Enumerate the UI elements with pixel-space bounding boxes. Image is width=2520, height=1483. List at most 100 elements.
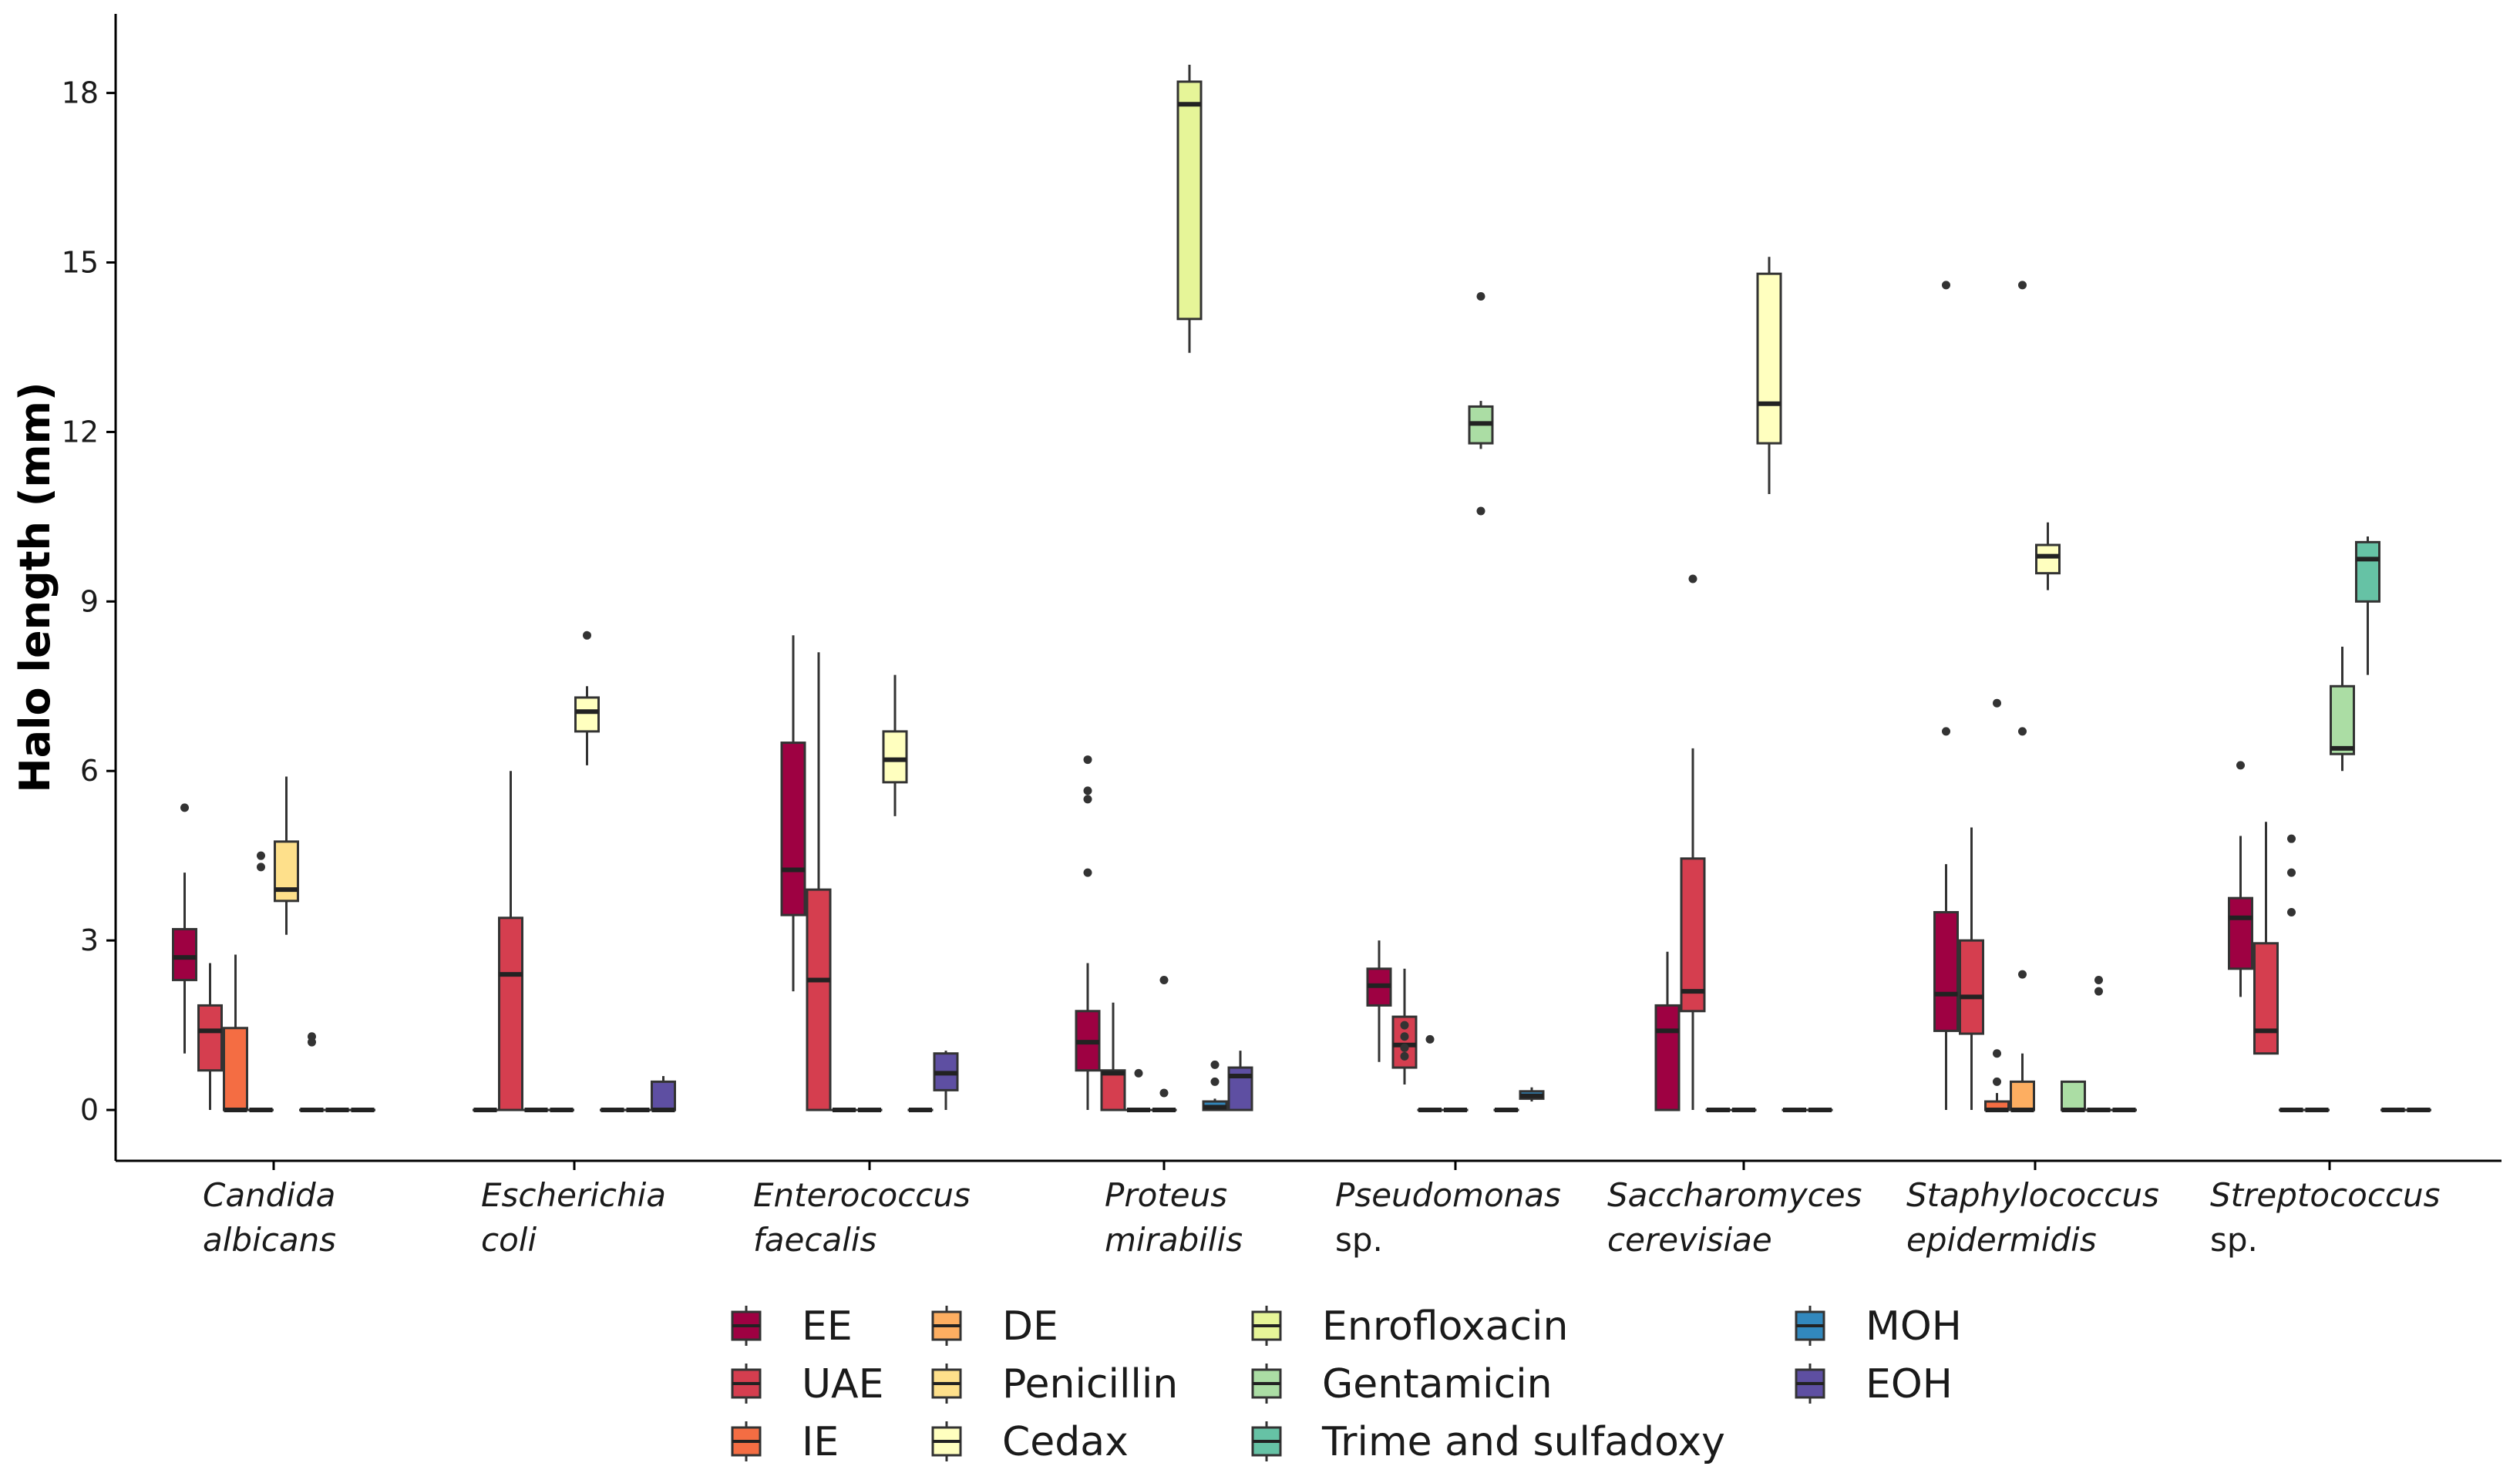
y-tick-label: 6 [80, 754, 99, 788]
box-body [882, 730, 908, 784]
outlier-point [1210, 1060, 1220, 1069]
box-body [498, 916, 523, 1111]
box-ie [1417, 1034, 1443, 1113]
legend-label: Trime and sulfadoxy [1321, 1419, 1725, 1465]
legend-label: UAE [802, 1361, 884, 1407]
box-ie [1125, 1068, 1152, 1113]
box-body [574, 696, 600, 733]
outlier-point [1400, 1043, 1409, 1052]
legend-label: MOH [1866, 1303, 1962, 1350]
box-body [2355, 540, 2380, 603]
box-body [1100, 1069, 1126, 1111]
outlier-point [180, 803, 189, 812]
outlier-point [2236, 761, 2245, 770]
box-ee [1933, 281, 1959, 1111]
box-gentamicin [2061, 1080, 2086, 1113]
outlier-point [1942, 727, 1950, 736]
axes: 0 3 6 9 12 15 18 Candida albicans Escherichia coli… [62, 14, 2501, 1259]
box-body [1756, 272, 1782, 445]
outlier-point [1476, 292, 1485, 301]
box-gentamicin [2330, 646, 2355, 772]
outlier-point [1425, 1034, 1435, 1044]
box-cedax [574, 631, 600, 765]
box-de [248, 851, 274, 1113]
outlier-point [1400, 1021, 1409, 1030]
outlier-point [2094, 987, 2103, 996]
outlier-point [2287, 834, 2296, 843]
box-moh [1519, 1087, 1545, 1102]
outlier-point [1400, 1032, 1409, 1041]
legend-label: EE [802, 1303, 853, 1350]
outlier-point [257, 863, 265, 872]
box-trime-and-sulfadoxy [2086, 975, 2111, 1113]
x-tick-label: Proteus mirabilis [1105, 1176, 1243, 1259]
outlier-point [2018, 281, 2027, 290]
outlier-point [1083, 786, 1092, 795]
box-body [2253, 942, 2279, 1055]
x-tick-label: Saccharomyces cerevisiae [1607, 1176, 1862, 1259]
box-cedax [882, 674, 908, 816]
y-tick-label: 15 [62, 246, 99, 280]
box-ie [2279, 834, 2304, 1113]
box-eoh [933, 1051, 959, 1111]
legend-item-moh: MOH [1795, 1303, 1962, 1350]
box-body [172, 927, 197, 981]
legend-label: Gentamicin [1322, 1361, 1553, 1407]
outlier-point [2018, 727, 2027, 736]
outlier-point [2287, 907, 2296, 916]
box-body [1176, 80, 1203, 321]
box-body [1654, 1004, 1681, 1111]
y-tick-label: 9 [80, 584, 99, 618]
legend-item-penicillin: Penicillin [931, 1361, 1178, 1407]
outlier-point [1993, 1049, 2001, 1058]
y-axis-title: Halo length (mm) [11, 382, 59, 792]
y-tick-label: 0 [80, 1093, 99, 1127]
box-gentamicin [1468, 292, 1494, 516]
box-uae [1100, 1002, 1126, 1111]
box-body [1933, 910, 1959, 1032]
outlier-point [1210, 1077, 1220, 1086]
box-eoh [1227, 1051, 1253, 1111]
outlier-point [2287, 868, 2296, 877]
legend: EE UAE IE DE Penicillin Cedax Enrofloxacin Gent… [731, 1303, 1962, 1465]
outlier-point [308, 1032, 316, 1041]
outlier-point [257, 851, 265, 860]
legend-item-gentamicin: Gentamicin [1251, 1361, 1553, 1407]
legend-label: EOH [1866, 1361, 1953, 1407]
box-ee [1654, 951, 1681, 1111]
box-uae [1391, 968, 1418, 1085]
legend-item-de: DE [931, 1303, 1058, 1350]
legend-label: IE [802, 1419, 839, 1465]
box-enrofloxacin [1176, 64, 1203, 353]
legend-item-enrofloxacin: Enrofloxacin [1251, 1303, 1568, 1350]
x-tick-label: Streptococcus sp. [2210, 1176, 2441, 1259]
outlier-point [583, 631, 591, 640]
outlier-point [2018, 970, 2027, 979]
outlier-point [1993, 698, 2001, 708]
x-tick-label: Pseudomonas sp. [1335, 1176, 1561, 1259]
x-tick-label: Candida albicans [203, 1176, 336, 1259]
x-tick-label: Staphylococcus epidermidis [1906, 1176, 2159, 1259]
box-ee [780, 635, 806, 992]
outlier-point [1942, 281, 1950, 290]
outlier-point [1159, 1088, 1169, 1098]
legend-label: DE [1002, 1303, 1058, 1350]
box-ie [1984, 698, 2010, 1113]
legend-label: Cedax [1002, 1419, 1129, 1465]
box-ee [1366, 940, 1392, 1062]
box-uae [197, 963, 223, 1111]
box-body [1680, 857, 1706, 1013]
box-ee [1075, 755, 1101, 1111]
box-ie [223, 954, 248, 1113]
box-de [1151, 975, 1177, 1113]
legend-item-cedax: Cedax [931, 1419, 1129, 1465]
legend-item-ee: EE [731, 1303, 853, 1350]
box-body [2035, 543, 2061, 575]
box-uae [1680, 574, 1706, 1111]
box-de [2010, 281, 2035, 1113]
box-body [197, 1004, 223, 1072]
legend-item-trime-and-sulfadoxy: Trime and sulfadoxy [1251, 1419, 1725, 1465]
box-moh [1202, 1060, 1228, 1111]
box-body [806, 888, 832, 1111]
